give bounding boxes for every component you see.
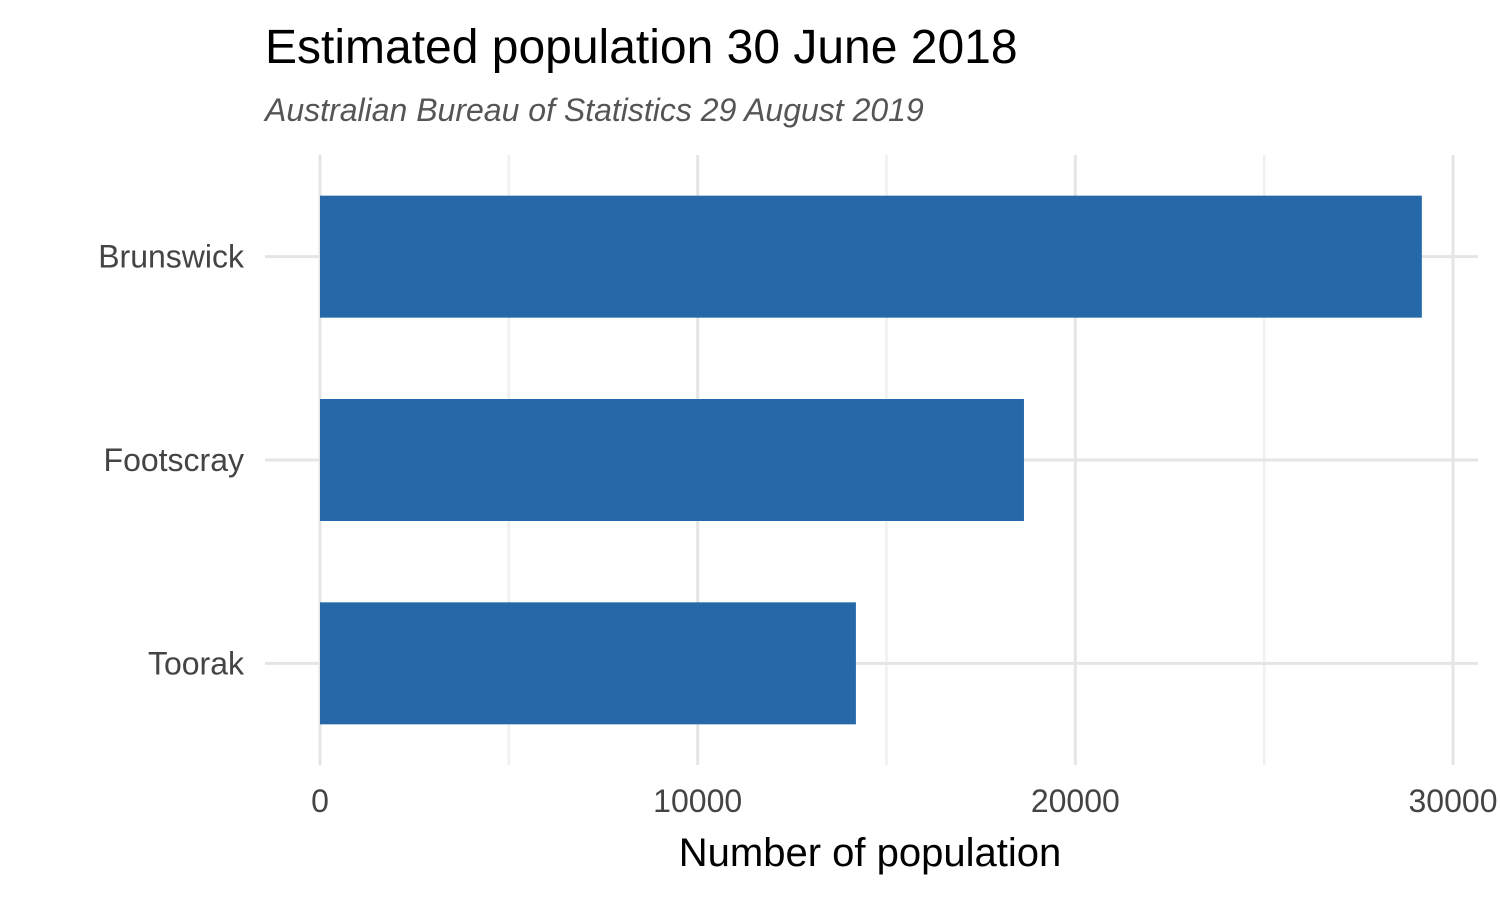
bar-toorak	[320, 602, 856, 725]
x-tick-label: 0	[311, 783, 329, 819]
x-tick-label: 10000	[653, 783, 742, 819]
y-axis-tick-labels: Brunswick Footscray Toorak	[98, 239, 245, 682]
chart-subtitle: Australian Bureau of Statistics 29 Augus…	[263, 92, 924, 128]
x-axis-title: Number of population	[679, 831, 1061, 875]
bars	[320, 195, 1422, 725]
x-tick-label: 30000	[1409, 783, 1498, 819]
y-tick-label: Footscray	[104, 442, 244, 478]
bar-footscray	[320, 399, 1024, 521]
y-tick-label: Toorak	[148, 645, 245, 681]
x-axis-tick-labels: 0 10000 20000 30000	[311, 783, 1497, 819]
x-tick-label: 20000	[1031, 783, 1120, 819]
bar-brunswick	[320, 195, 1422, 318]
chart-title: Estimated population 30 June 2018	[265, 21, 1018, 74]
y-tick-label: Brunswick	[98, 239, 245, 275]
